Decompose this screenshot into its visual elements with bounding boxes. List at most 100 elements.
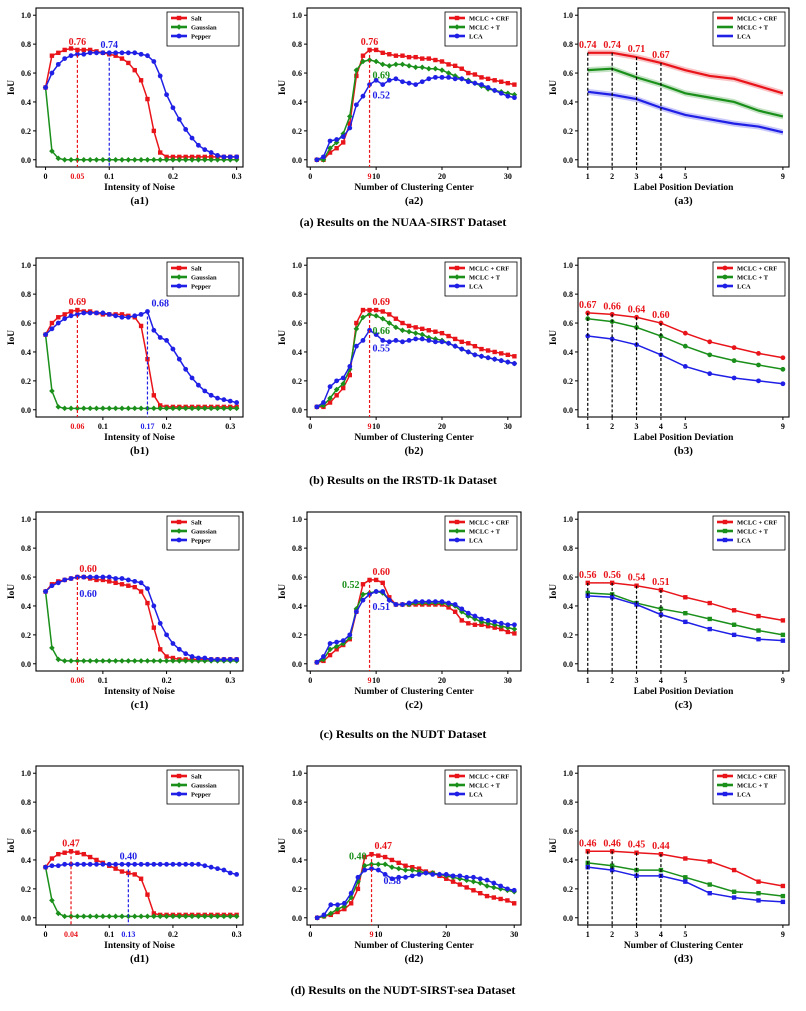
data-point — [221, 397, 227, 403]
data-point — [683, 879, 688, 884]
data-point — [471, 874, 476, 880]
data-point — [379, 315, 386, 322]
value-annotation: 0.51 — [373, 602, 391, 613]
data-point — [396, 860, 401, 866]
data-point — [119, 576, 125, 581]
series-line — [316, 76, 515, 161]
x-tick-label: 5 — [683, 172, 687, 181]
data-point — [426, 56, 432, 61]
data-point — [512, 622, 517, 628]
y-tick-label: 0.4 — [292, 98, 302, 107]
x-tick-label: 3 — [635, 422, 639, 431]
data-point — [81, 47, 86, 53]
value-annotation: 0.40 — [120, 851, 138, 862]
data-point — [221, 913, 227, 920]
data-point — [80, 405, 87, 412]
data-point — [466, 621, 471, 626]
data-point — [360, 307, 366, 313]
data-point — [321, 654, 326, 659]
data-point — [707, 339, 713, 345]
data-point — [498, 358, 504, 364]
data-point — [406, 337, 412, 343]
data-point — [221, 867, 227, 873]
panel-label: (b1) — [130, 445, 149, 457]
data-point — [170, 346, 176, 352]
legend: MCLC + CRF MCLC + T LCA — [712, 11, 786, 47]
data-point — [423, 870, 429, 876]
data-point — [87, 405, 93, 412]
data-point — [780, 893, 786, 899]
data-point — [373, 77, 379, 83]
data-point — [479, 82, 484, 88]
legend-marker — [454, 33, 460, 39]
y-tick-label: 0.4 — [21, 856, 31, 865]
x-axis-title: Intensity of Noise — [104, 687, 175, 697]
data-point — [446, 74, 451, 80]
data-point — [176, 646, 182, 652]
data-point — [68, 576, 74, 581]
data-point — [413, 599, 419, 605]
data-point — [145, 586, 150, 592]
data-point — [56, 50, 61, 56]
data-point — [87, 658, 93, 664]
x-tick-label: 0.2 — [162, 676, 172, 685]
panel-label: (b3) — [674, 445, 693, 457]
data-point — [512, 631, 517, 636]
data-point — [113, 50, 119, 56]
data-point — [400, 602, 405, 607]
legend-marker — [722, 773, 728, 779]
chart-a3: 0.0 0.2 0.4 0.6 0.8 1.0 1 2 3 4 5 9 Label Position D… — [549, 7, 790, 207]
y-tick-label: 1.0 — [563, 11, 573, 20]
data-point — [731, 345, 737, 351]
data-point — [196, 655, 201, 661]
data-point — [406, 80, 412, 86]
y-tick-label: 1.0 — [563, 261, 573, 270]
data-point — [119, 658, 125, 664]
data-point — [380, 309, 385, 314]
data-point — [658, 606, 664, 612]
data-point — [100, 577, 106, 583]
panel-label: (c2) — [405, 699, 423, 711]
data-point — [80, 156, 87, 163]
y-tick-label: 0.8 — [21, 544, 31, 553]
x-tick-label: 5 — [683, 422, 687, 431]
data-point — [227, 154, 233, 160]
data-point — [189, 375, 195, 381]
y-tick-label: 0.8 — [563, 544, 573, 553]
data-point — [491, 884, 497, 891]
data-point — [164, 654, 169, 659]
data-point — [49, 645, 55, 651]
data-point — [157, 156, 163, 163]
data-point — [100, 50, 106, 56]
series-pepper — [43, 574, 240, 662]
data-point — [457, 882, 463, 887]
x-tick-label: 20 — [442, 930, 450, 939]
x-tick-label: 4 — [659, 676, 663, 685]
data-point — [157, 913, 163, 920]
data-point — [49, 897, 55, 904]
panel-label: (c3) — [675, 699, 693, 711]
data-point — [49, 388, 55, 394]
x-axis-title: Intensity of Noise — [104, 941, 175, 951]
data-point — [499, 351, 504, 356]
data-point — [100, 913, 106, 920]
data-point — [416, 866, 422, 871]
data-point — [505, 886, 510, 892]
data-point — [80, 658, 87, 664]
data-point — [410, 864, 415, 870]
series-line — [44, 87, 237, 161]
data-point — [459, 346, 465, 352]
data-point — [163, 156, 170, 163]
data-point — [87, 574, 93, 580]
data-point — [707, 616, 712, 622]
data-point — [479, 75, 484, 80]
data-point — [399, 327, 406, 334]
data-point — [183, 651, 189, 657]
data-point — [208, 657, 214, 662]
chart-b3: 0.0 0.2 0.4 0.6 0.8 1.0 1 2 3 4 5 9 Label Position D… — [549, 257, 790, 457]
data-point — [202, 147, 208, 153]
highlight-tick-label: 0.17 — [140, 422, 154, 431]
data-point — [94, 310, 99, 316]
value-annotation: 0.69 — [373, 70, 391, 81]
chart-c2: 0.0 0.2 0.4 0.6 0.8 1.0 0 10 20 30 Number of Clust… — [278, 511, 522, 711]
